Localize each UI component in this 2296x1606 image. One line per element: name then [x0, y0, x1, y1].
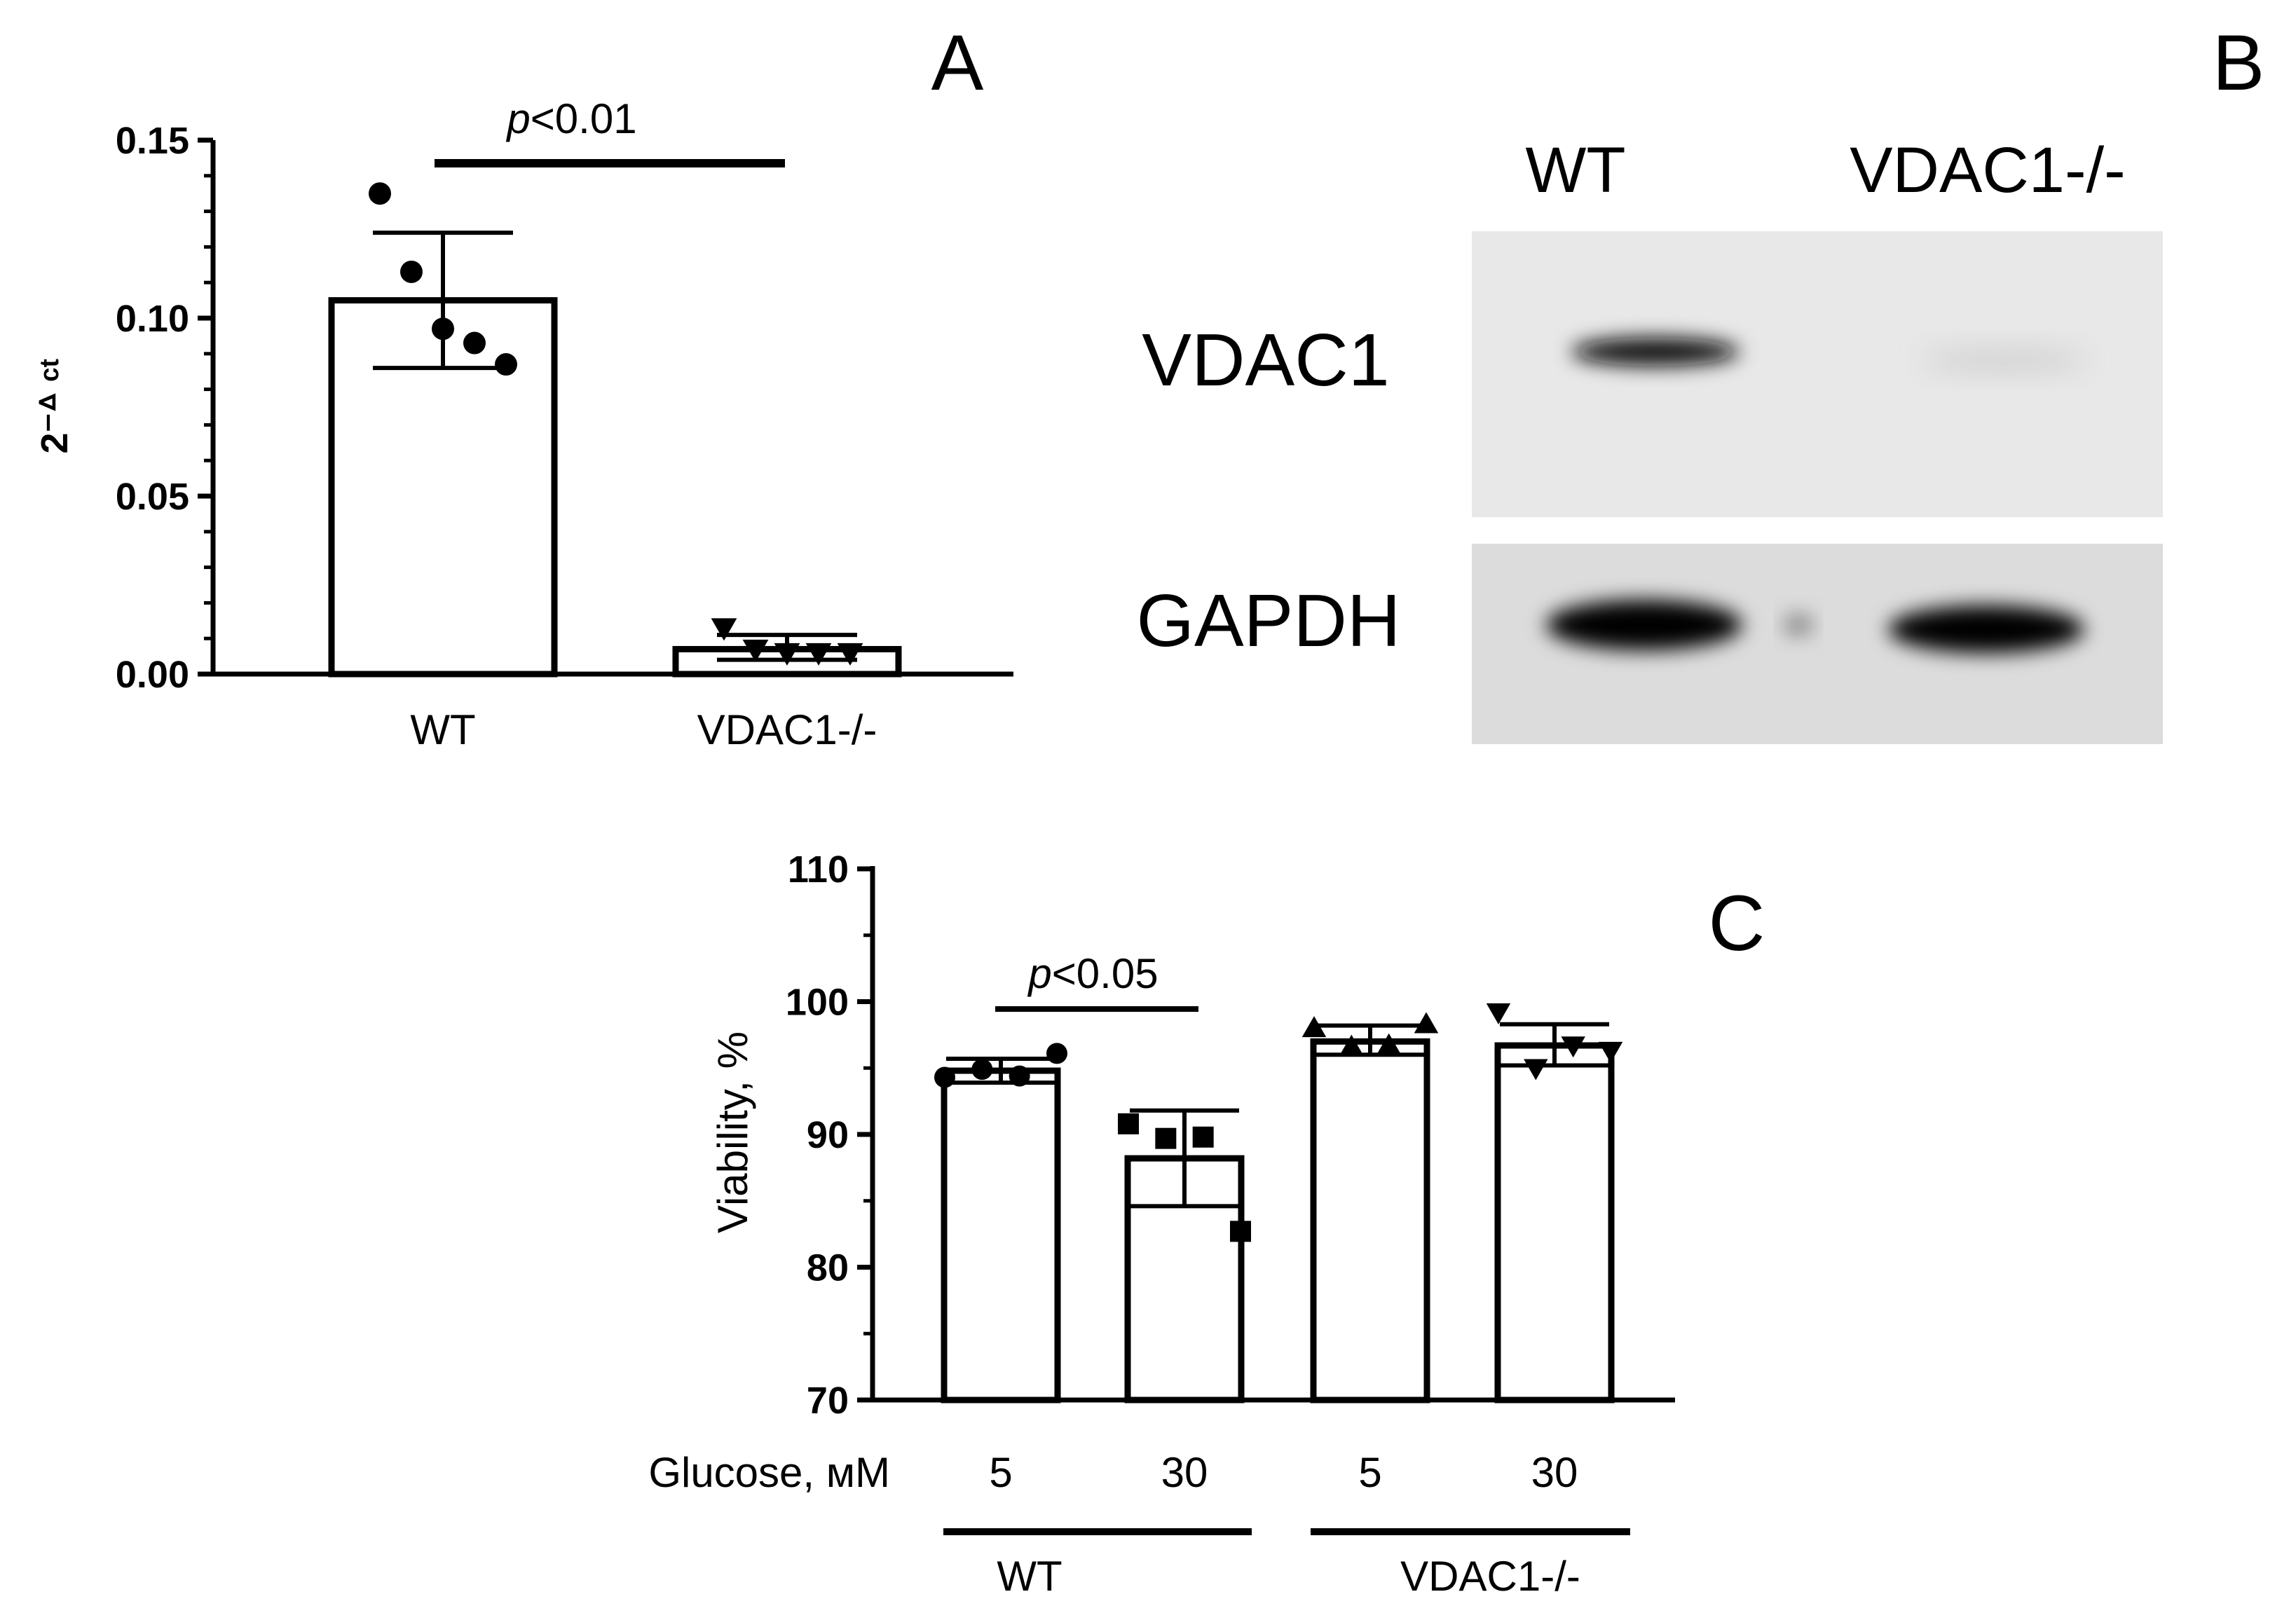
panel-c-group-label-1: VDAC1-/- — [1400, 1553, 1580, 1600]
panel-a-data-point-0-2 — [432, 317, 454, 341]
blot-band-vdac1-ko — [1920, 349, 2089, 371]
panel-c-data-point-3-0 — [1486, 1003, 1511, 1024]
blot-row-label-gapdh: GAPDH — [1137, 579, 1401, 662]
panel-a-data-point-0-0 — [369, 182, 391, 205]
panel-c-x-tick-label-2: 5 — [1358, 1449, 1381, 1496]
panel-c-group-label-0: WT — [997, 1553, 1062, 1600]
panel-c-x-tick-label-0: 5 — [989, 1449, 1012, 1496]
panel-c-data-point-0-0 — [934, 1066, 955, 1088]
panel-c-data-point-1-1 — [1155, 1127, 1177, 1149]
panel-letter-c: C — [1709, 879, 1765, 967]
panel-c-y-axis-label: Viability, % — [709, 1031, 756, 1233]
panel-a-data-point-1-4 — [837, 643, 863, 666]
panel-a-data-point-0-4 — [495, 353, 517, 376]
panel-c-data-point-3-1 — [1524, 1059, 1548, 1080]
panel-c-y-tick-label: 90 — [807, 1114, 849, 1156]
panel-c-data-point-3-3 — [1598, 1041, 1623, 1063]
panel-a-bar-chart: 0.00 0.05 0.10 0.15 WT VDAC1-/- 2⁻ᐞ ᶜᵗ p<0.0… — [34, 95, 1013, 753]
panel-c-data-point-2-2 — [1376, 1033, 1401, 1055]
panel-c-data-point-2-3 — [1414, 1012, 1439, 1034]
blot-band-vdac1-wt — [1571, 338, 1740, 366]
panel-letter-a: A — [931, 19, 984, 107]
blot-smudge-gapdh — [1783, 614, 1814, 636]
panel-a-significance: p<0.01 — [435, 95, 785, 167]
panel-c-p-value: <0.05 — [1052, 950, 1159, 997]
panel-c-data-point-1-2 — [1192, 1126, 1214, 1148]
panel-a-x-tick-label-1: VDAC1-/- — [697, 706, 877, 753]
panel-c-data-point-0-1 — [971, 1059, 993, 1080]
panel-c-data-point-2-1 — [1339, 1034, 1364, 1056]
panel-letter-b: B — [2213, 19, 2265, 107]
blot-row-label-vdac1: VDAC1 — [1142, 319, 1389, 402]
panel-c-bar-3 — [1494, 1042, 1615, 1403]
panel-c-significance: p<0.05 — [995, 950, 1198, 1012]
blot-band-gapdh-ko — [1888, 605, 2084, 653]
panel-c-x-axis-label: Glucose, мМ — [648, 1449, 890, 1496]
panel-a-significance-label: p<0.01 — [505, 95, 636, 142]
panel-a-data-point-1-2 — [774, 643, 800, 666]
panel-a-data-point-1-0 — [711, 618, 737, 641]
panel-c-data-point-0-2 — [1009, 1065, 1030, 1087]
panel-a-y-tick-label: 0.05 — [116, 476, 189, 518]
panel-c-data-point-1-0 — [1118, 1113, 1139, 1134]
panel-a-data-point-1-3 — [805, 643, 832, 666]
blot-membrane-vdac1-background — [1472, 231, 2163, 517]
panel-b-western-blot: WT VDAC1-/- VDAC1 GAPDH — [1137, 135, 2163, 744]
panel-a-p-value: <0.01 — [531, 95, 637, 142]
panel-c-bar-chart: 70 80 90 100 110 5 30 5 30 Viability, % Glucose… — [648, 849, 1675, 1600]
panel-c-data-point-2-0 — [1301, 1016, 1327, 1038]
panel-a-data-point-0-3 — [463, 331, 486, 355]
panel-a-data-point-1-1 — [742, 639, 769, 662]
panel-c-data-point-1-3 — [1230, 1221, 1251, 1242]
panel-c-bar-2 — [1310, 1038, 1430, 1403]
panel-a-y-tick-label: 0.00 — [116, 654, 189, 696]
panel-c-y-tick-label: 100 — [786, 982, 849, 1024]
panel-c-data-point-3-2 — [1561, 1036, 1585, 1058]
panel-c-x-tick-label-3: 30 — [1531, 1449, 1578, 1496]
blot-membrane-gapdh — [1472, 544, 2163, 744]
blot-lane-label-vdac1-ko: VDAC1-/- — [1850, 135, 2126, 206]
panel-c-y-tick-label: 80 — [807, 1247, 849, 1289]
panel-a-p-symbol: p — [505, 95, 530, 142]
panel-c-data-point-0-3 — [1046, 1043, 1067, 1064]
panel-c-y-tick-label: 110 — [788, 849, 849, 891]
panel-a-x-tick-label-0: WT — [410, 706, 475, 753]
panel-a-y-tick-label: 0.10 — [116, 298, 189, 340]
panel-c-significance-label: p<0.05 — [1027, 950, 1158, 997]
panel-c-y-tick-label: 70 — [807, 1380, 849, 1422]
panel-c-x-tick-label-1: 30 — [1161, 1449, 1208, 1496]
blot-lane-label-wt: WT — [1525, 135, 1625, 206]
panel-a-y-tick-label: 0.15 — [116, 120, 189, 162]
panel-a-y-axis-label: 2⁻ᐞ ᶜᵗ — [34, 359, 76, 453]
blot-band-gapdh-wt — [1546, 600, 1742, 650]
panel-c-p-symbol: p — [1027, 950, 1051, 997]
blot-membrane-vdac1 — [1472, 231, 2163, 517]
panel-a-data-point-0-1 — [400, 260, 423, 283]
panel-c-bar-0 — [941, 1067, 1061, 1403]
